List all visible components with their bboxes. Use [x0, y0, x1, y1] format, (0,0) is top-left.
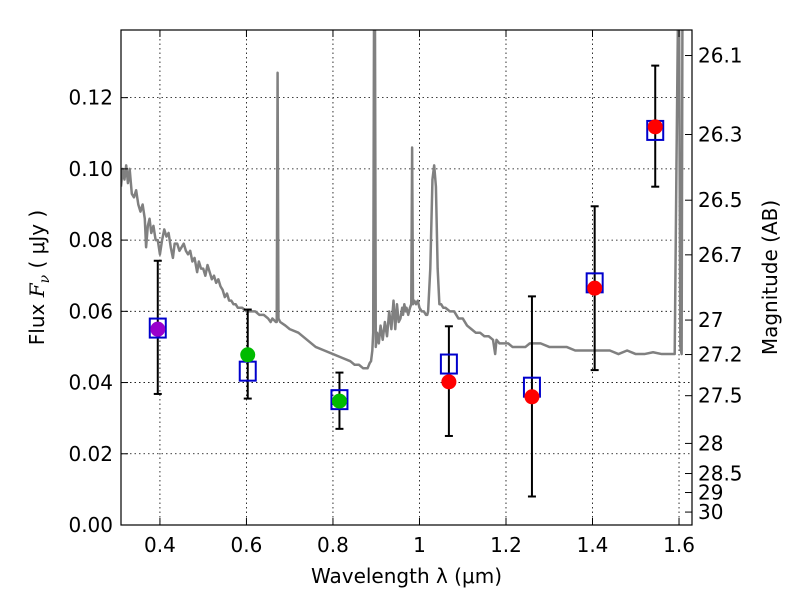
observed-flux-layer	[150, 119, 663, 409]
grid-lines	[121, 30, 692, 525]
x-tick-label: 0.6	[231, 533, 263, 557]
x-tick-label: 1.4	[577, 533, 609, 557]
right-axis-label: Magnitude (AB)	[758, 200, 782, 355]
right-tick-label: 28.5	[698, 462, 743, 486]
x-axis-label: Wavelength λ (μm)	[311, 564, 502, 588]
observed-point	[524, 389, 540, 405]
right-tick-label: 27.5	[698, 384, 743, 408]
model-square	[330, 389, 349, 411]
x-tick-label: 0.4	[144, 533, 176, 557]
y-axis-label: Flux Fν ( μJy )	[25, 210, 53, 345]
spectrum-line	[121, 30, 684, 370]
x-tick-label: 0.8	[317, 533, 349, 557]
observed-point	[587, 280, 603, 296]
spectrum-layer	[121, 30, 684, 370]
x-tick-label: 1.6	[663, 533, 695, 557]
x-tick-label: 1.2	[490, 533, 522, 557]
right-tick-label: 26.7	[698, 243, 743, 267]
plot-frame	[120, 29, 693, 526]
right-tick-label: 27.2	[698, 343, 743, 367]
x-tick-label: 1	[413, 533, 426, 557]
observed-point	[331, 393, 347, 409]
observed-point	[647, 119, 663, 135]
observed-point	[240, 347, 256, 363]
y-tick-label: 0.02	[68, 442, 113, 466]
model-square	[148, 317, 167, 339]
right-tick-label: 26.1	[698, 44, 743, 68]
y-tick-label: 0.00	[68, 513, 113, 537]
y-tick-label: 0.06	[68, 299, 113, 323]
y-tick-label: 0.10	[68, 157, 113, 181]
tick-labels: 0.4 0.6 0.8 1 1.2 1.4 1.6 0.00 0.02 0.04 0.06 0.08 0…	[68, 44, 742, 557]
right-tick-label: 26.5	[698, 188, 743, 212]
right-tick-label: 29	[698, 481, 723, 505]
right-tick-label: 26.3	[698, 123, 743, 147]
observed-point	[441, 374, 457, 390]
axis-ticks	[121, 30, 692, 526]
y-tick-label: 0.08	[68, 228, 113, 252]
error-bar-layer	[153, 64, 660, 498]
y-tick-label: 0.04	[68, 371, 113, 395]
model-photometry-layer	[148, 119, 665, 411]
y-tick-label: 0.12	[68, 86, 113, 110]
right-tick-label: 28	[698, 431, 723, 455]
right-tick-label: 27	[698, 308, 723, 332]
right-tick-label: 30	[698, 500, 723, 524]
model-square	[439, 353, 458, 375]
observed-point	[150, 321, 166, 337]
